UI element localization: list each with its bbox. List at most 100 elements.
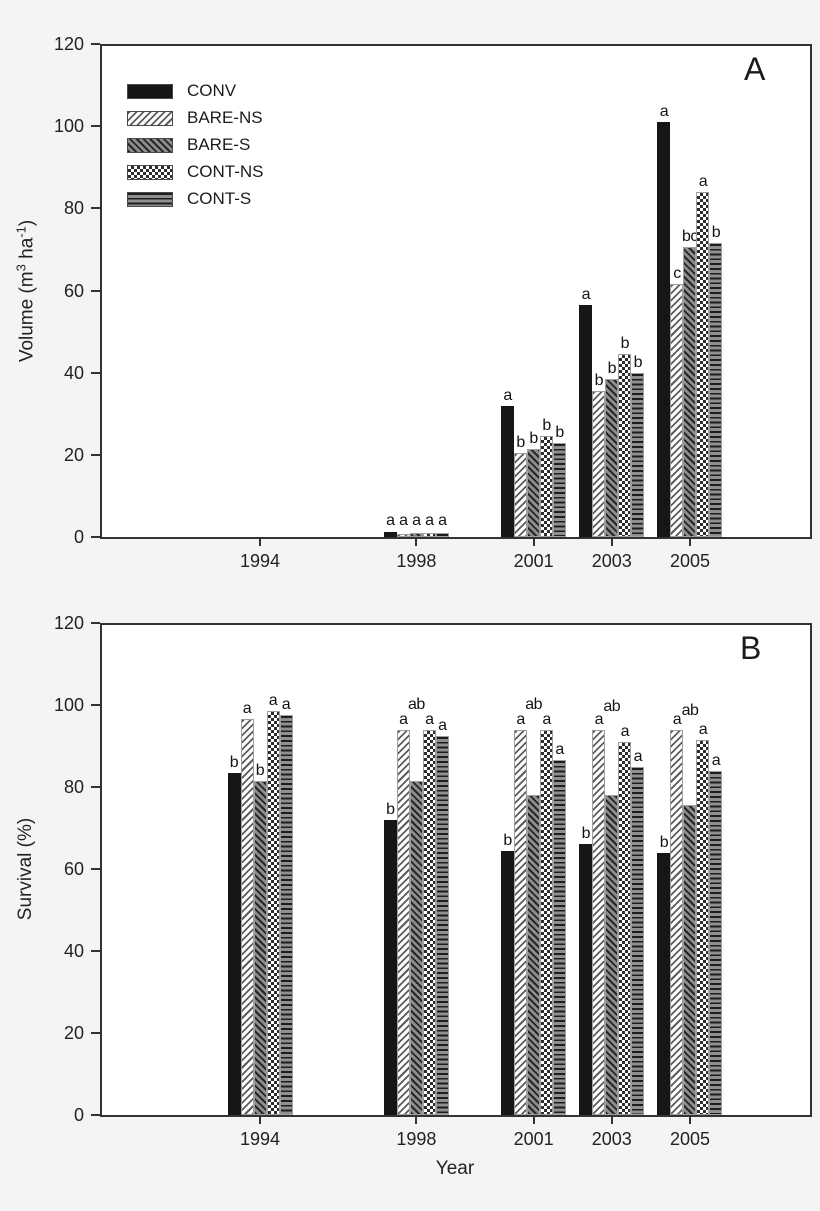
legend-swatch-bare-ns <box>127 110 173 126</box>
legend-label: BARE-S <box>187 135 251 154</box>
y-tick-label: 100 <box>53 695 84 715</box>
x-tick-mark <box>610 1115 613 1124</box>
sig-letter: a <box>268 692 278 710</box>
sig-letter: a <box>620 722 630 740</box>
bar-conv-2001 <box>501 850 515 1115</box>
bar-bare-s-2001 <box>527 448 541 537</box>
x-tick-label: 1998 <box>396 551 437 571</box>
x-tick-label: 1994 <box>239 551 281 571</box>
y-tick-label: 40 <box>63 362 84 383</box>
y-tick-mark <box>91 950 100 952</box>
sig-letter: a <box>542 710 551 728</box>
y-tick-label: 20 <box>63 444 84 465</box>
sig-letter: ab <box>525 696 543 714</box>
bar-conv-1994 <box>227 772 241 1115</box>
bar-bare-ns-1994 <box>240 719 254 1115</box>
sig-letter: b <box>503 831 512 849</box>
y-title-superscript: 3 <box>13 264 29 272</box>
x-tick-mark <box>259 1115 261 1124</box>
x-tick-mark <box>610 537 613 546</box>
y-title-superscript: -1 <box>13 226 29 238</box>
y-tick-mark <box>91 453 100 456</box>
y-tick-label: 20 <box>63 1023 84 1043</box>
bar-cont-s-2003 <box>631 766 645 1115</box>
bar-cont-s-2003 <box>631 372 645 537</box>
x-tick-mark <box>259 537 261 546</box>
bar-bare-ns-1998 <box>396 533 410 537</box>
y-tick-label: 40 <box>63 941 84 961</box>
sig-letter: a <box>698 720 708 738</box>
sig-letter: ab <box>407 696 425 714</box>
sig-letter: a <box>672 710 682 728</box>
panel-label-b: B <box>740 630 762 666</box>
sig-letter: b <box>711 224 721 242</box>
bar-cont-ns-2003 <box>618 741 632 1115</box>
sig-letter: ab <box>681 702 699 720</box>
y-tick-mark <box>91 704 100 706</box>
bar-conv-2003 <box>579 844 593 1115</box>
bar-bare-s-2005 <box>683 805 697 1115</box>
bar-cont-ns-2001 <box>540 729 554 1115</box>
sig-letter: a <box>698 172 708 190</box>
panel-label-a: A <box>744 51 766 87</box>
legend-swatch-conv <box>127 83 173 99</box>
bar-bare-s-1998 <box>409 780 423 1115</box>
y-tick-mark <box>91 1114 100 1116</box>
y-tick-mark <box>91 371 100 374</box>
bar-bare-ns-2003 <box>592 729 606 1115</box>
y-tick-mark <box>91 786 100 788</box>
sig-letter: b <box>529 429 538 447</box>
y-tick-label: 120 <box>53 34 84 54</box>
x-tick-label: 2005 <box>669 1129 710 1149</box>
bar-cont-s-2001 <box>553 442 567 537</box>
sig-letter: a <box>633 747 643 765</box>
y-tick-mark <box>91 1032 100 1034</box>
sig-letter: b <box>555 423 564 441</box>
x-tick-label: 2001 <box>513 1129 554 1149</box>
bar-bare-s-2005 <box>683 247 697 537</box>
legend-item-conv: CONV <box>127 82 236 100</box>
bar-cont-ns-1998 <box>422 729 436 1115</box>
sig-letter: a <box>594 710 604 728</box>
x-tick-label: 2003 <box>591 1129 632 1149</box>
bar-cont-ns-2003 <box>618 354 632 537</box>
bar-bare-ns-2001 <box>514 452 528 537</box>
x-tick-mark <box>415 1115 418 1124</box>
bar-bare-ns-1998 <box>396 729 410 1115</box>
bar-cont-ns-2005 <box>696 191 710 537</box>
sig-letter: b <box>607 359 617 377</box>
bar-cont-ns-1998 <box>422 532 436 537</box>
bar-bare-s-1994 <box>253 780 267 1115</box>
x-tick-label: 2001 <box>513 551 554 571</box>
x-tick-mark <box>532 1115 535 1124</box>
legend-item-cont-ns: CONT-NS <box>127 163 264 181</box>
bar-bare-s-2001 <box>527 795 541 1115</box>
sig-letter: a <box>412 511 421 529</box>
y-tick-label: 80 <box>63 777 84 797</box>
legend-swatch-bare-s <box>127 137 173 153</box>
x-tick-label: 2005 <box>669 551 710 571</box>
y-tick-label: 60 <box>63 859 84 879</box>
x-tick-mark <box>688 537 691 546</box>
y-tick-mark <box>91 43 100 45</box>
sig-letter: b <box>620 335 630 353</box>
y-tick-mark <box>91 536 100 538</box>
bar-cont-s-1994 <box>279 715 293 1115</box>
sig-letter: a <box>516 710 525 728</box>
legend-swatch-cont-ns <box>127 164 173 180</box>
y-tick-mark <box>91 207 100 210</box>
bar-bare-ns-2001 <box>514 729 528 1115</box>
y-tick-mark <box>91 868 100 870</box>
sig-letter: a <box>438 716 447 734</box>
sig-letter: a <box>425 710 434 728</box>
legend-item-bare-ns: BARE-NS <box>127 109 263 127</box>
y-title-text: ) <box>16 219 38 227</box>
sig-letter: a <box>555 741 564 759</box>
sig-letter: a <box>399 710 408 728</box>
bar-bare-s-1998 <box>409 533 423 537</box>
sig-letter: a <box>581 285 591 303</box>
bar-cont-ns-1994 <box>266 711 280 1115</box>
y-tick-label: 60 <box>63 280 84 301</box>
sig-letter: b <box>594 372 604 390</box>
